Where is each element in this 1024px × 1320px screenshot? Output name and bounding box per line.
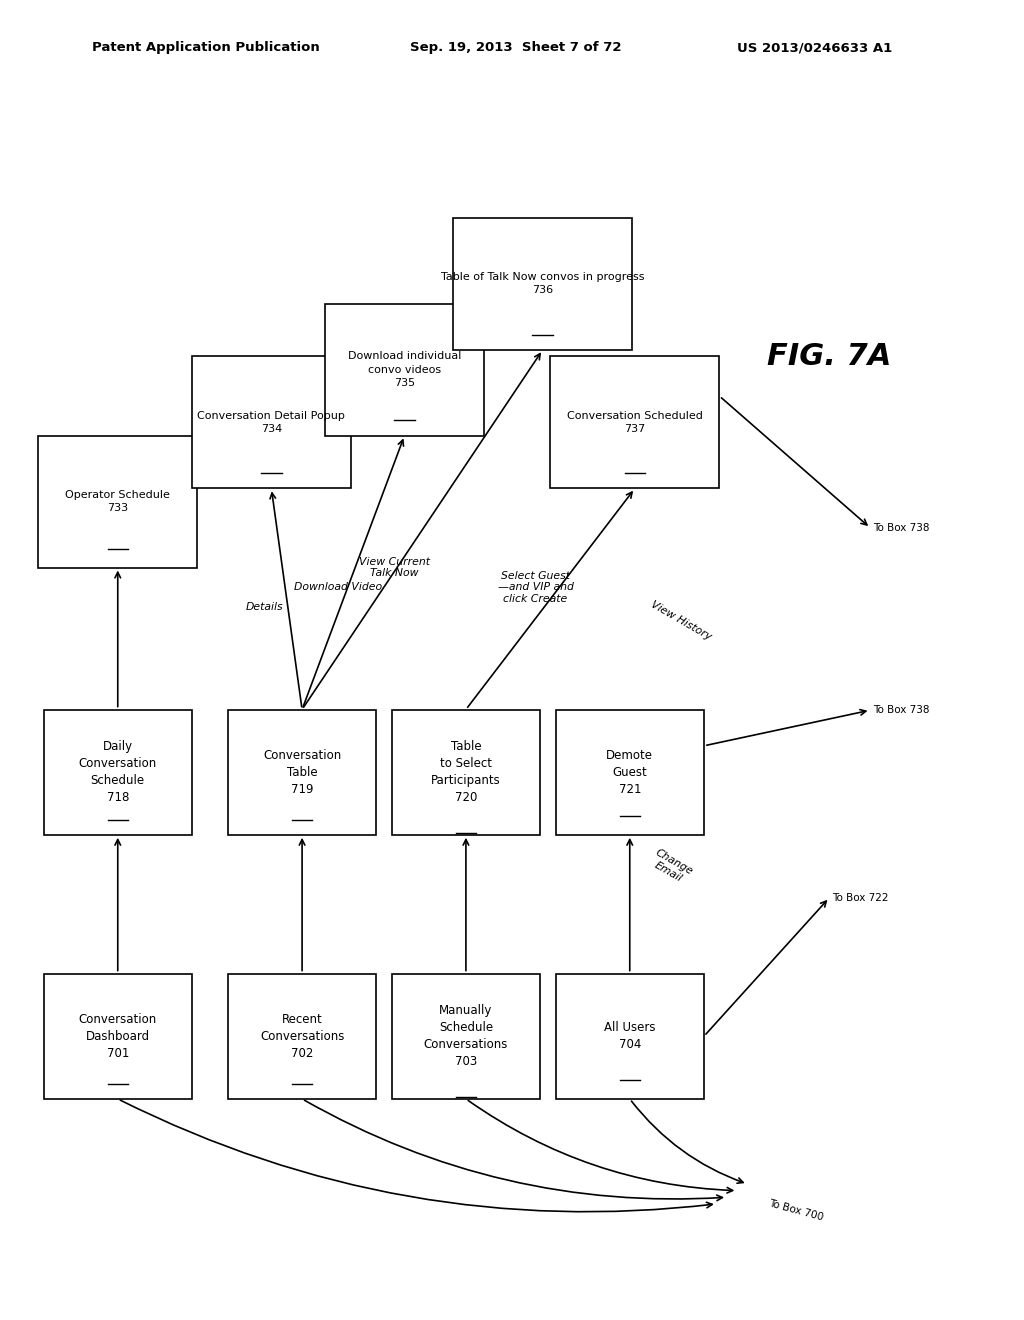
Text: Table of Talk Now convos in progress
736: Table of Talk Now convos in progress 736 bbox=[441, 272, 644, 296]
Text: Details: Details bbox=[246, 602, 283, 612]
Bar bbox=[555, 974, 705, 1098]
Bar bbox=[453, 218, 632, 350]
Bar bbox=[391, 710, 541, 836]
Text: Operator Schedule
733: Operator Schedule 733 bbox=[66, 490, 170, 513]
Text: Demote
Guest
721: Demote Guest 721 bbox=[606, 748, 653, 796]
Text: To Box 738: To Box 738 bbox=[873, 705, 930, 715]
Bar bbox=[39, 436, 197, 568]
Text: Download individual
convo videos
735: Download individual convo videos 735 bbox=[348, 351, 461, 388]
Text: View Current
Talk Now: View Current Talk Now bbox=[358, 557, 430, 578]
Bar bbox=[326, 304, 484, 436]
Text: Conversation
Dashboard
701: Conversation Dashboard 701 bbox=[79, 1012, 157, 1060]
Text: Select Guest
—and VIP and
click Create: Select Guest —and VIP and click Create bbox=[498, 570, 573, 605]
Bar bbox=[555, 710, 705, 836]
Text: Conversation
Table
719: Conversation Table 719 bbox=[263, 748, 341, 796]
Text: Conversation Detail Popup
734: Conversation Detail Popup 734 bbox=[198, 411, 345, 434]
Text: To Box 738: To Box 738 bbox=[873, 523, 930, 533]
Text: Recent
Conversations
702: Recent Conversations 702 bbox=[260, 1012, 344, 1060]
Text: All Users
704: All Users 704 bbox=[604, 1022, 655, 1051]
Text: US 2013/0246633 A1: US 2013/0246633 A1 bbox=[737, 41, 893, 54]
Text: View History: View History bbox=[649, 599, 713, 642]
Bar bbox=[551, 356, 719, 488]
Bar bbox=[44, 974, 193, 1098]
Text: Table
to Select
Participants
720: Table to Select Participants 720 bbox=[431, 741, 501, 804]
Text: To Box 722: To Box 722 bbox=[833, 892, 889, 903]
Text: FIG. 7A: FIG. 7A bbox=[767, 342, 892, 371]
Bar bbox=[227, 710, 376, 836]
Text: Patent Application Publication: Patent Application Publication bbox=[92, 41, 319, 54]
Text: Change
Email: Change Email bbox=[647, 847, 694, 887]
Text: To Box 700: To Box 700 bbox=[768, 1199, 825, 1222]
Bar bbox=[391, 974, 541, 1098]
Text: Conversation Scheduled
737: Conversation Scheduled 737 bbox=[567, 411, 702, 434]
Bar bbox=[193, 356, 350, 488]
Text: Manually
Schedule
Conversations
703: Manually Schedule Conversations 703 bbox=[424, 1005, 508, 1068]
Text: Sep. 19, 2013  Sheet 7 of 72: Sep. 19, 2013 Sheet 7 of 72 bbox=[410, 41, 622, 54]
Bar bbox=[44, 710, 193, 836]
Text: Daily
Conversation
Schedule
718: Daily Conversation Schedule 718 bbox=[79, 741, 157, 804]
Text: Download Video: Download Video bbox=[294, 582, 382, 593]
Bar bbox=[227, 974, 376, 1098]
